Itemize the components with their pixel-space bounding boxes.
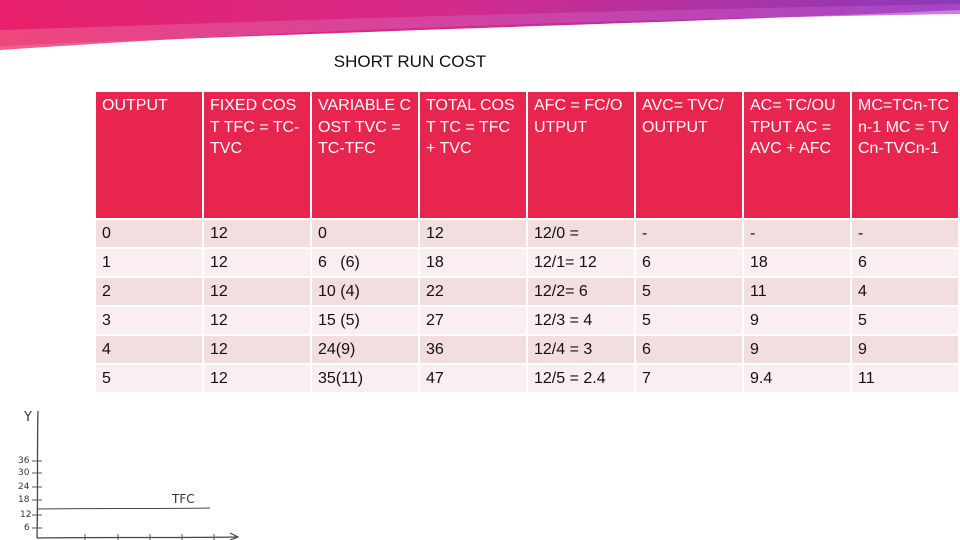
table-cell: 47 [420,365,526,392]
table-cell: 12 [204,220,310,247]
tfc-line [37,507,211,510]
header-output: OUTPUT [96,92,202,218]
header-afc: AFC = FC/OUTPUT [528,92,634,218]
header-avc: AVC= TVC/OUTPUT [636,92,742,218]
table-cell: - [852,220,958,247]
header-variable-cost: VARIABLE COST TVC = TC-TFC [312,92,418,218]
y-axis-line [36,410,39,539]
tick-label: 12 [20,510,31,520]
table-cell: 12 [204,249,310,276]
table-row: 4 12 24(9) 36 12/4 = 3 6 9 9 [96,336,958,363]
short-run-cost-table: OUTPUT FIXED COST TFC = TC-TVC VARIABLE … [94,90,960,394]
table-cell: 9 [852,336,958,363]
table-cell: 12 [420,220,526,247]
table-cell: 6 [852,249,958,276]
tick-label: 24 [18,482,30,492]
table-cell: 27 [420,307,526,334]
decorative-banner [0,0,960,50]
table-cell: 12/1= 12 [528,249,634,276]
table-cell: 6 (6) [312,249,418,276]
table-cell: - [636,220,742,247]
table-cell: 10 (4) [312,278,418,305]
table-row: 3 12 15 (5) 27 12/3 = 4 5 9 5 [96,307,958,334]
table-cell: 35(11) [312,365,418,392]
table-cell: 4 [852,278,958,305]
tick-label: 18 [18,495,30,505]
table-cell: 15 (5) [312,307,418,334]
table-cell: 9 [744,307,850,334]
hand-drawn-tfc-sketch: Y 36 30 24 18 12 6 TFC [18,410,240,540]
table-row: 0 12 0 12 12/0 = - - - [96,220,958,247]
tick-label: 30 [18,468,30,478]
table-row: 2 12 10 (4) 22 12/2= 6 5 11 4 [96,278,958,305]
table-cell: 24(9) [312,336,418,363]
table-cell: 12 [204,365,310,392]
table-cell: - [744,220,850,247]
slide-title: SHORT RUN COST [333,52,487,71]
table-cell: 0 [96,220,202,247]
table-cell: 5 [636,278,742,305]
table-cell: 22 [420,278,526,305]
x-axis-arrow [229,532,240,540]
table-cell: 12/0 = [528,220,634,247]
header-total-cost: TOTAL COST TC = TFC + TVC [420,92,526,218]
table-cell: 9.4 [744,365,850,392]
table-cell: 5 [636,307,742,334]
table-cell: 12/5 = 2.4 [528,365,634,392]
table-cell: 7 [636,365,742,392]
table-cell: 12 [204,307,310,334]
table-cell: 12/4 = 3 [528,336,634,363]
table-cell: 11 [744,278,850,305]
table-cell: 12/2= 6 [528,278,634,305]
table-cell: 18 [744,249,850,276]
header-row: OUTPUT FIXED COST TFC = TC-TVC VARIABLE … [96,92,958,218]
table-row: 5 12 35(11) 47 12/5 = 2.4 7 9.4 11 [96,365,958,392]
table-cell: 36 [420,336,526,363]
table-cell: 2 [96,278,202,305]
table-cell: 12/3 = 4 [528,307,634,334]
tick-label: 6 [24,523,30,533]
header-ac: AC= TC/OUTPUT AC = AVC + AFC [744,92,850,218]
table-cell: 9 [744,336,850,363]
tick-label: 36 [18,456,30,466]
x-axis-line [36,536,239,539]
table-cell: 18 [420,249,526,276]
y-axis-label: Y [23,410,32,425]
table-cell: 12 [204,336,310,363]
table-cell: 0 [312,220,418,247]
table-row: 1 12 6 (6) 18 12/1= 12 6 18 6 [96,249,958,276]
table-cell: 3 [96,307,202,334]
tfc-label: TFC [171,492,195,506]
table-cell: 11 [852,365,958,392]
table-cell: 5 [96,365,202,392]
table-cell: 6 [636,336,742,363]
table-cell: 1 [96,249,202,276]
header-mc: MC=TCn-TCn-1 MC = TVCn-TVCn-1 [852,92,958,218]
header-fixed-cost: FIXED COST TFC = TC-TVC [204,92,310,218]
table-cell: 6 [636,249,742,276]
table-cell: 5 [852,307,958,334]
table-cell: 12 [204,278,310,305]
table-cell: 4 [96,336,202,363]
